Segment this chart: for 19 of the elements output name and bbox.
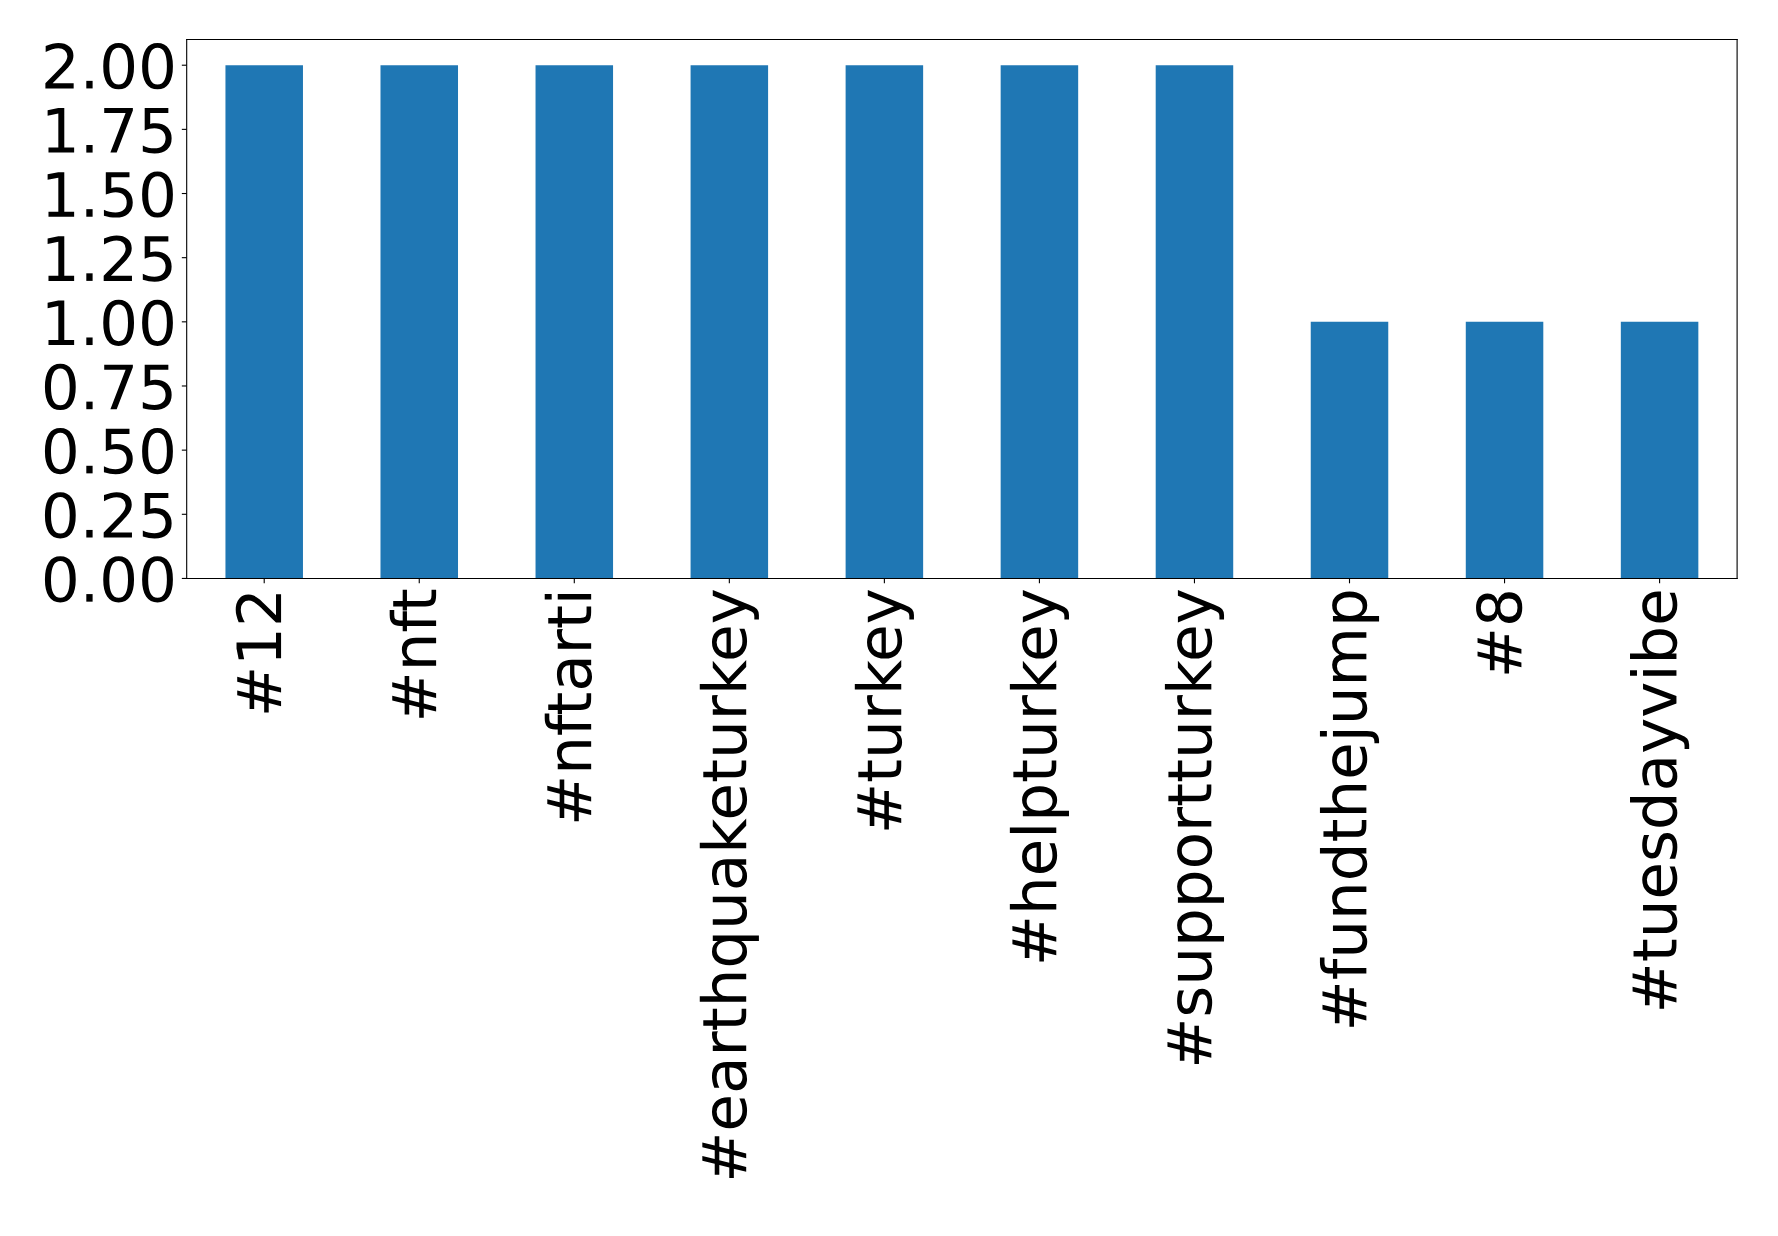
x-tick-label: #nft	[389, 589, 437, 718]
x-tick-label: #supportturkey	[1164, 589, 1225, 1065]
x-tick-label: #helpturkey	[1009, 590, 1069, 962]
y-tick-label: 2.00	[45, 43, 173, 90]
x-tick-label: #8	[1476, 592, 1523, 674]
y-tick-label: 1.75	[47, 108, 172, 154]
x-tick-label: #tuesdayvibe	[1630, 591, 1690, 1009]
y-tick-label: 0.75	[44, 363, 172, 411]
y-tick-label: 1.25	[47, 235, 172, 282]
y-tick-label: 1.50	[47, 171, 173, 218]
y-tick-label: 1.00	[47, 299, 173, 346]
x-tick-label: #earthquaketurkey	[699, 590, 759, 1179]
x-tick-label: #turkey	[854, 589, 914, 830]
x-tick-label: #fundthejump	[1319, 591, 1380, 1027]
y-tick-label: 0.25	[44, 492, 172, 539]
y-tick-label: 0.00	[44, 556, 173, 603]
y-tick-label: 0.50	[44, 428, 173, 475]
x-tick-label: #nftarti	[544, 593, 593, 822]
x-tick-label: #12	[235, 594, 282, 713]
